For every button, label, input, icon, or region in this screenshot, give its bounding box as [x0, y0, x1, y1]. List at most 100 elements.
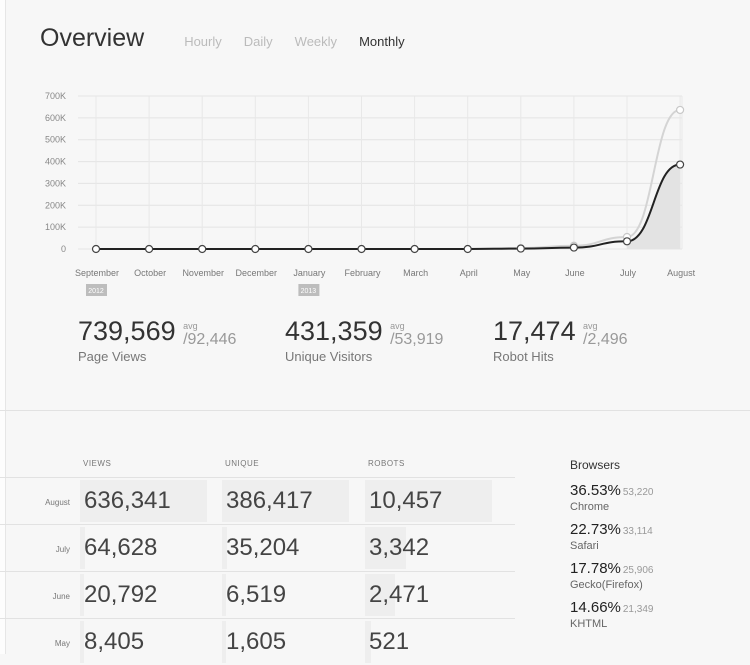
x-tick-label: July	[620, 268, 637, 278]
year-badge	[298, 284, 320, 296]
section-divider	[0, 410, 750, 411]
tab-monthly[interactable]: Monthly	[359, 34, 405, 49]
browser-item-chrome: 36.53% 53,220 Chrome	[570, 482, 750, 521]
x-tick-label: October	[134, 268, 166, 278]
y-tick-label: 0	[61, 244, 66, 254]
cell-value: 386,417	[226, 487, 313, 514]
browser-item-khtml: 14.66% 21,349 KHTML	[570, 599, 750, 638]
table-cell: 8,405	[80, 619, 207, 665]
x-tick-label: April	[460, 268, 478, 278]
data-point	[304, 244, 313, 254]
cell-value: 35,204	[226, 534, 300, 561]
cell-bar	[80, 527, 85, 569]
y-tick-label: 500K	[45, 135, 66, 145]
browser-name: KHTML	[570, 618, 608, 630]
stat-avg-value: /92,446	[183, 331, 237, 348]
stat-label: Robot Hits	[493, 349, 554, 364]
browser-pct: 17.78%	[570, 560, 621, 577]
table-cell: 3,342	[365, 525, 492, 571]
browser-name: Chrome	[570, 501, 610, 513]
browser-count: 53,220	[622, 487, 654, 498]
browser-item-firefox: 17.78% 25,906 Gecko(Firefox)	[570, 560, 750, 599]
table-header: VIEWS UNIQUE ROBOTS	[0, 455, 515, 477]
data-point	[675, 105, 685, 115]
y-tick-label: 200K	[45, 200, 66, 210]
cell-value: 6,519	[226, 581, 287, 608]
cell-value: 3,342	[369, 534, 430, 561]
cell-value: 1,605	[226, 628, 287, 655]
x-tick-label: March	[403, 268, 428, 278]
series-line-unique-visitors	[95, 163, 681, 250]
table-cell: 1,605	[222, 619, 349, 665]
data-point	[516, 244, 525, 253]
traffic-line-chart: 0 100K 200K 300K 400K 500K 600K 700K September Oc…	[45, 91, 696, 296]
stat-avg-label: avg	[390, 321, 405, 331]
left-sidebar-edge	[0, 0, 6, 654]
data-point	[410, 244, 419, 254]
browser-count: 25,906	[622, 565, 654, 576]
cell-value: 20,792	[84, 581, 158, 608]
table-cell: 521	[365, 619, 492, 665]
cell-value: 521	[369, 628, 410, 655]
x-tick-label: June	[565, 268, 585, 278]
overview-header: Overview Hourly Daily Weekly Monthly	[40, 24, 427, 64]
data-point	[198, 244, 207, 254]
browser-pct: 22.73%	[570, 521, 621, 538]
table-cell: 20,792	[80, 572, 207, 618]
y-tick-label: 700K	[45, 91, 66, 101]
x-tick-label: February	[344, 268, 381, 278]
x-tick-label: January	[293, 268, 326, 278]
tab-weekly[interactable]: Weekly	[294, 34, 338, 49]
data-point	[675, 160, 685, 169]
table-cell: 10,457	[365, 478, 492, 524]
tab-hourly[interactable]: Hourly	[184, 34, 222, 49]
stat-avg-label: avg	[183, 321, 198, 331]
cell-value: 2,471	[369, 581, 430, 608]
table-row: June 20,792 6,519 2,471	[0, 571, 515, 618]
area-fill	[627, 164, 681, 249]
monthly-table: VIEWS UNIQUE ROBOTS August 636,341 386,417…	[0, 455, 515, 665]
row-label: July	[55, 545, 70, 554]
cell-bar	[80, 480, 207, 522]
summary-stats: 739,569 avg/92,446 Page Views 431,359 av…	[0, 316, 750, 376]
stat-unique-visitors: 431,359 avg/53,919 Unique Visitors	[285, 316, 443, 364]
stat-robot-hits: 17,474 avg/2,496 Robot Hits	[493, 316, 628, 364]
year-badge-label: 2012	[88, 288, 104, 295]
row-label: May	[54, 639, 70, 648]
row-label: June	[52, 592, 70, 601]
x-tick-label: November	[182, 268, 224, 278]
browsers-panel: Browsers 36.53% 53,220 Chrome 22.73% 33,11…	[570, 458, 750, 638]
table-cell: 386,417	[222, 478, 349, 524]
cell-value: 64,628	[84, 534, 158, 561]
table-row: May 8,405 1,605 521	[0, 618, 515, 665]
data-point	[357, 244, 366, 254]
year-badge-label: 2013	[301, 288, 317, 295]
table-row: August 636,341 386,417 10,457	[0, 477, 515, 524]
browser-name: Gecko(Firefox)	[570, 579, 643, 591]
cell-bar	[222, 574, 226, 616]
cell-bar	[365, 574, 395, 616]
cell-bar	[365, 480, 492, 522]
page-title: Overview	[40, 24, 145, 52]
cell-bar	[222, 621, 226, 663]
data-point	[622, 237, 632, 246]
stat-page-views: 739,569 avg/92,446 Page Views	[78, 316, 236, 364]
cell-bar	[365, 621, 371, 663]
browser-name: Safari	[570, 540, 599, 552]
data-point	[251, 244, 260, 254]
data-point	[91, 244, 101, 254]
browser-pct: 14.66%	[570, 599, 621, 616]
y-tick-label: 400K	[45, 157, 66, 167]
data-point	[463, 244, 472, 254]
browser-pct: 36.53%	[570, 482, 621, 499]
stat-label: Page Views	[78, 349, 147, 364]
y-tick-label: 300K	[45, 178, 66, 188]
year-badge	[86, 284, 107, 296]
table-cell: 2,471	[365, 572, 492, 618]
stat-avg-value: /53,919	[390, 331, 444, 348]
table-cell: 636,341	[80, 478, 207, 524]
stat-value: 17,474	[493, 316, 576, 346]
cell-bar	[80, 621, 84, 663]
tab-daily[interactable]: Daily	[243, 34, 273, 49]
data-point	[145, 244, 154, 254]
